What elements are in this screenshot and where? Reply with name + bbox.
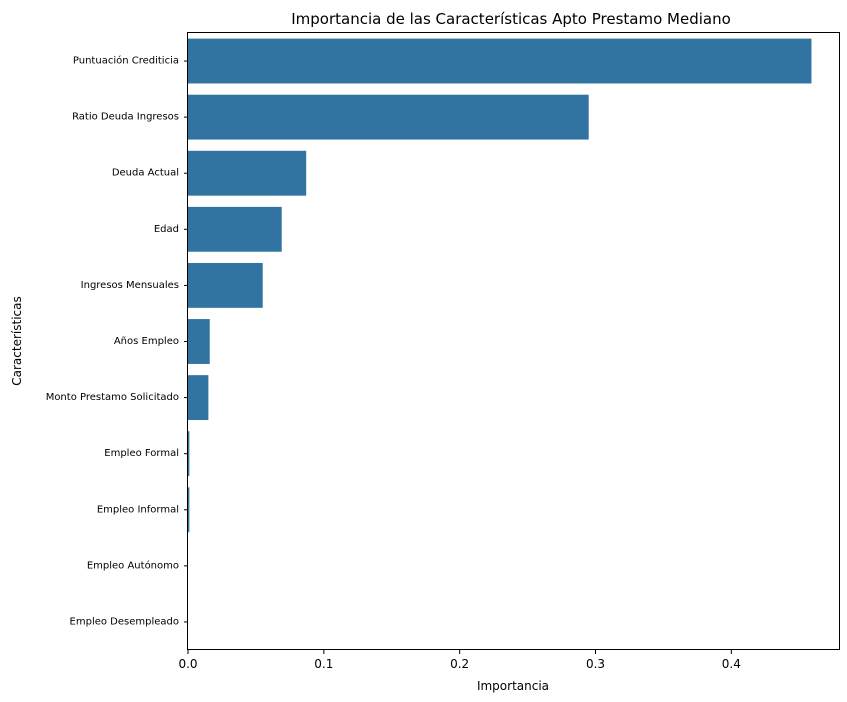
y-tick-label-10: Empleo Autónomo <box>87 559 179 571</box>
bar-9 <box>188 487 190 533</box>
chart-title: Importancia de las Características Apto … <box>291 10 731 28</box>
y-tick-label-8: Empleo Formal <box>104 448 179 459</box>
bar-6 <box>188 319 210 364</box>
y-tick-label-9: Empleo Informal <box>97 504 179 515</box>
x-tick-label-5: 0.4 <box>722 657 741 671</box>
bar-4 <box>188 206 282 252</box>
y-tick-label-6: Años Empleo <box>114 336 179 347</box>
x-tick-label-1: 0.0 <box>178 657 197 671</box>
y-tick-label-7: Monto Prestamo Solicitado <box>46 392 179 403</box>
bar-2 <box>188 94 589 140</box>
bar-5 <box>188 262 263 308</box>
bar-1 <box>188 38 812 84</box>
y-tick-label-3: Deuda Actual <box>112 168 179 179</box>
plot-frame <box>187 32 840 650</box>
y-tick-label-11: Empleo Desempleado <box>70 616 179 627</box>
y-tick-label-2: Ratio Deuda Ingresos <box>72 112 179 123</box>
bars-group <box>188 38 812 533</box>
y-tick-label-4: Edad <box>154 224 179 235</box>
y-axis-label: Características <box>10 296 24 385</box>
y-tick-label-1: Puntuación Crediticia <box>73 55 179 67</box>
x-axis-label: Importancia <box>477 679 549 693</box>
y-tick-label-5: Ingresos Mensuales <box>81 280 179 291</box>
x-tick-label-3: 0.2 <box>450 657 469 671</box>
bar-7 <box>188 375 209 421</box>
bar-8 <box>188 431 190 477</box>
x-tick-label-2: 0.1 <box>314 657 333 671</box>
y-axis-ticks: Puntuación Crediticia Ratio Deuda Ingreso… <box>46 55 188 627</box>
x-axis-ticks: 0.0 0.1 0.2 0.3 0.4 <box>178 650 741 671</box>
bar-3 <box>188 150 307 196</box>
x-tick-label-4: 0.3 <box>586 657 605 671</box>
